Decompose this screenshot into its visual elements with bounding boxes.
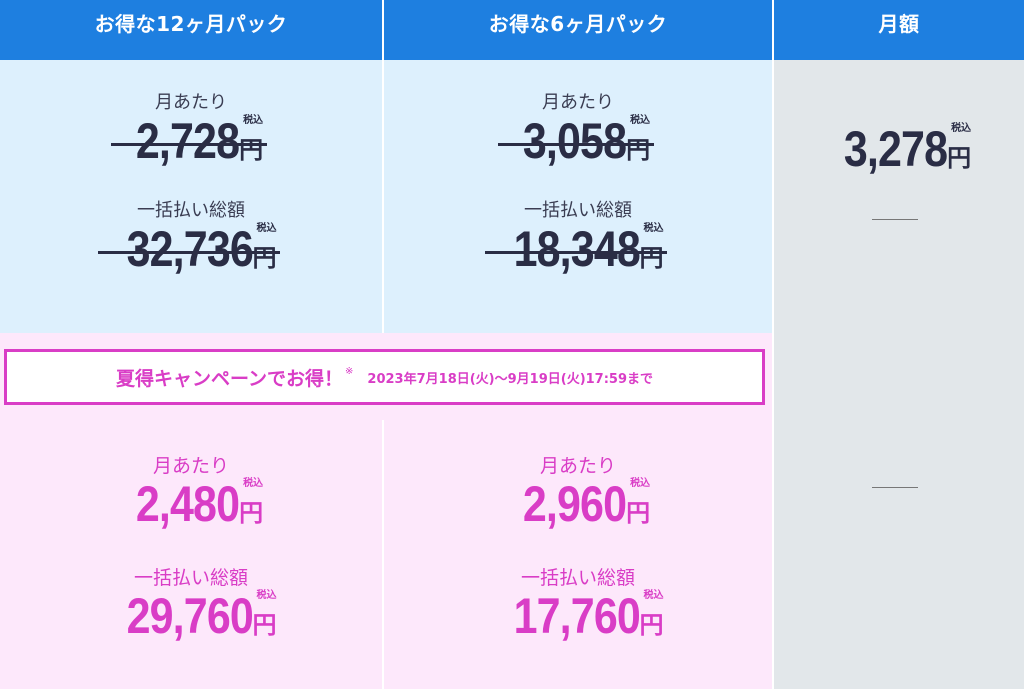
total-label: 一括払い総額	[524, 200, 632, 221]
campaign-note-mark: ※	[345, 365, 354, 377]
header-12-month-pack: お得な12ヶ月パック	[0, 0, 382, 60]
monthly-label: 月あたり	[155, 92, 227, 113]
regular-total-price: 32,736円 税込	[97, 224, 281, 274]
monthly-plan-price: 3,278円 税込	[843, 121, 972, 177]
sale-12-month-cell: 月あたり 2,480円 税込 一括払い総額 29,760円 税込	[0, 445, 382, 689]
sale-total-price: 17,760円 税込	[513, 588, 664, 644]
column-divider	[382, 420, 384, 689]
sale-monthly-price: 2,480円 税込	[135, 476, 264, 532]
monthly-plan-cell: 3,278円 税込	[774, 60, 1024, 689]
regular-monthly-price: 2,728円 税込	[110, 116, 268, 166]
campaign-banner: 夏得キャンペーンでお得！ ※ 2023年7月18日(火)〜9月19日(火)17:…	[4, 349, 765, 405]
strikethrough	[97, 251, 281, 254]
strikethrough	[110, 143, 268, 146]
total-label: 一括払い総額	[133, 567, 248, 589]
regular-total-price: 18,348円 税込	[484, 224, 668, 274]
total-label: 一括払い総額	[137, 200, 245, 221]
monthly-plan-dash-1	[872, 219, 918, 220]
sale-monthly-price: 2,960円 税込	[522, 476, 651, 532]
campaign-title: 夏得キャンペーンでお得！	[115, 367, 344, 390]
monthly-label: 月あたり	[539, 455, 616, 477]
header-6-month-pack: お得な6ヶ月パック	[384, 0, 772, 60]
regular-12-month-cell: 月あたり 2,728円 税込 一括払い総額 32,736円 税込	[0, 60, 382, 333]
monthly-label: 月あたり	[152, 455, 229, 477]
strikethrough	[484, 251, 668, 254]
regular-monthly-price: 3,058円 税込	[497, 116, 655, 166]
total-label: 一括払い総額	[520, 567, 635, 589]
header-monthly: 月額	[774, 0, 1024, 60]
regular-6-month-cell: 月あたり 3,058円 税込 一括払い総額 18,348円 税込	[384, 60, 772, 333]
campaign-period: 2023年7月18日(火)〜9月19日(火)17:59まで	[367, 371, 654, 387]
strikethrough	[497, 143, 655, 146]
sale-6-month-cell: 月あたり 2,960円 税込 一括払い総額 17,760円 税込	[384, 445, 772, 689]
monthly-label: 月あたり	[542, 92, 614, 113]
monthly-plan-dash-2	[872, 487, 918, 488]
sale-total-price: 29,760円 税込	[126, 588, 277, 644]
